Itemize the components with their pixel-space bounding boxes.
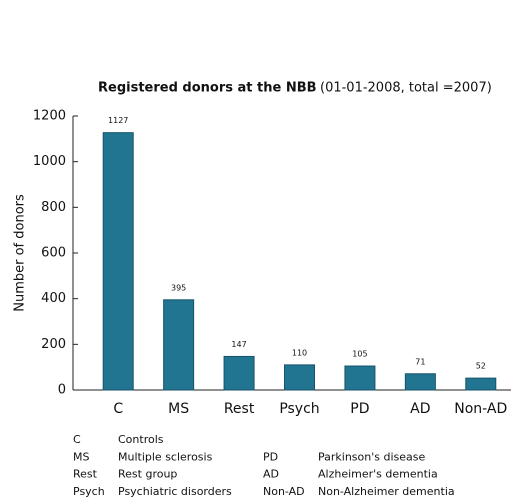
value-label: 110 — [292, 348, 307, 357]
bar — [163, 299, 195, 391]
abbreviation-meaning: Parkinson's disease — [318, 450, 425, 463]
bar — [344, 365, 376, 391]
x-tick-label: MS — [168, 401, 189, 417]
bar — [223, 355, 255, 391]
abbreviation: MS — [73, 450, 89, 463]
y-tick-label: 400 — [41, 291, 66, 306]
x-tick-label: Non-AD — [454, 401, 507, 417]
x-tick-label: Rest — [224, 401, 255, 417]
abbreviation: PD — [263, 450, 278, 463]
abbreviation: Rest — [73, 468, 98, 481]
y-tick-label: 0 — [58, 383, 66, 398]
value-label: 71 — [415, 357, 425, 366]
y-tick-label: 600 — [41, 246, 66, 261]
x-tick-label: Psych — [279, 401, 319, 417]
y-tick-label: 200 — [41, 337, 66, 352]
x-tick-label: PD — [350, 401, 369, 417]
bar — [102, 132, 134, 391]
y-tick-label: 1000 — [33, 154, 66, 169]
value-label: 105 — [352, 350, 367, 359]
abbreviation-meaning: Multiple sclerosis — [118, 450, 213, 463]
abbreviation: Non-AD — [263, 485, 305, 498]
abbreviation-meaning: Rest group — [118, 468, 177, 481]
abbreviation: Psych — [73, 485, 105, 498]
abbreviation-meaning: Non-Alzheimer dementia — [318, 485, 455, 498]
x-tick-label: AD — [410, 401, 430, 417]
chart-subtitle: (01-01-2008, total =2007) — [320, 81, 492, 96]
abbreviation-meaning: Alzheimer's dementia — [318, 468, 438, 481]
value-label: 147 — [231, 340, 246, 349]
value-label: 52 — [476, 362, 486, 371]
y-tick-label: 800 — [41, 200, 66, 215]
x-tick-label: C — [113, 401, 123, 417]
y-axis-label: Number of donors — [13, 194, 28, 312]
value-label: 395 — [171, 283, 186, 292]
abbreviation: C — [73, 433, 81, 446]
abbreviation-meaning: Psychiatric disorders — [118, 485, 232, 498]
abbreviation-meaning: Controls — [118, 433, 164, 446]
value-label: 1127 — [108, 116, 128, 125]
bar — [465, 377, 497, 391]
bar — [404, 373, 436, 391]
y-tick-label: 1200 — [33, 109, 66, 124]
chart-title: Registered donors at the NBB — [98, 81, 317, 96]
bar — [284, 364, 315, 391]
abbreviation: AD — [263, 468, 279, 481]
